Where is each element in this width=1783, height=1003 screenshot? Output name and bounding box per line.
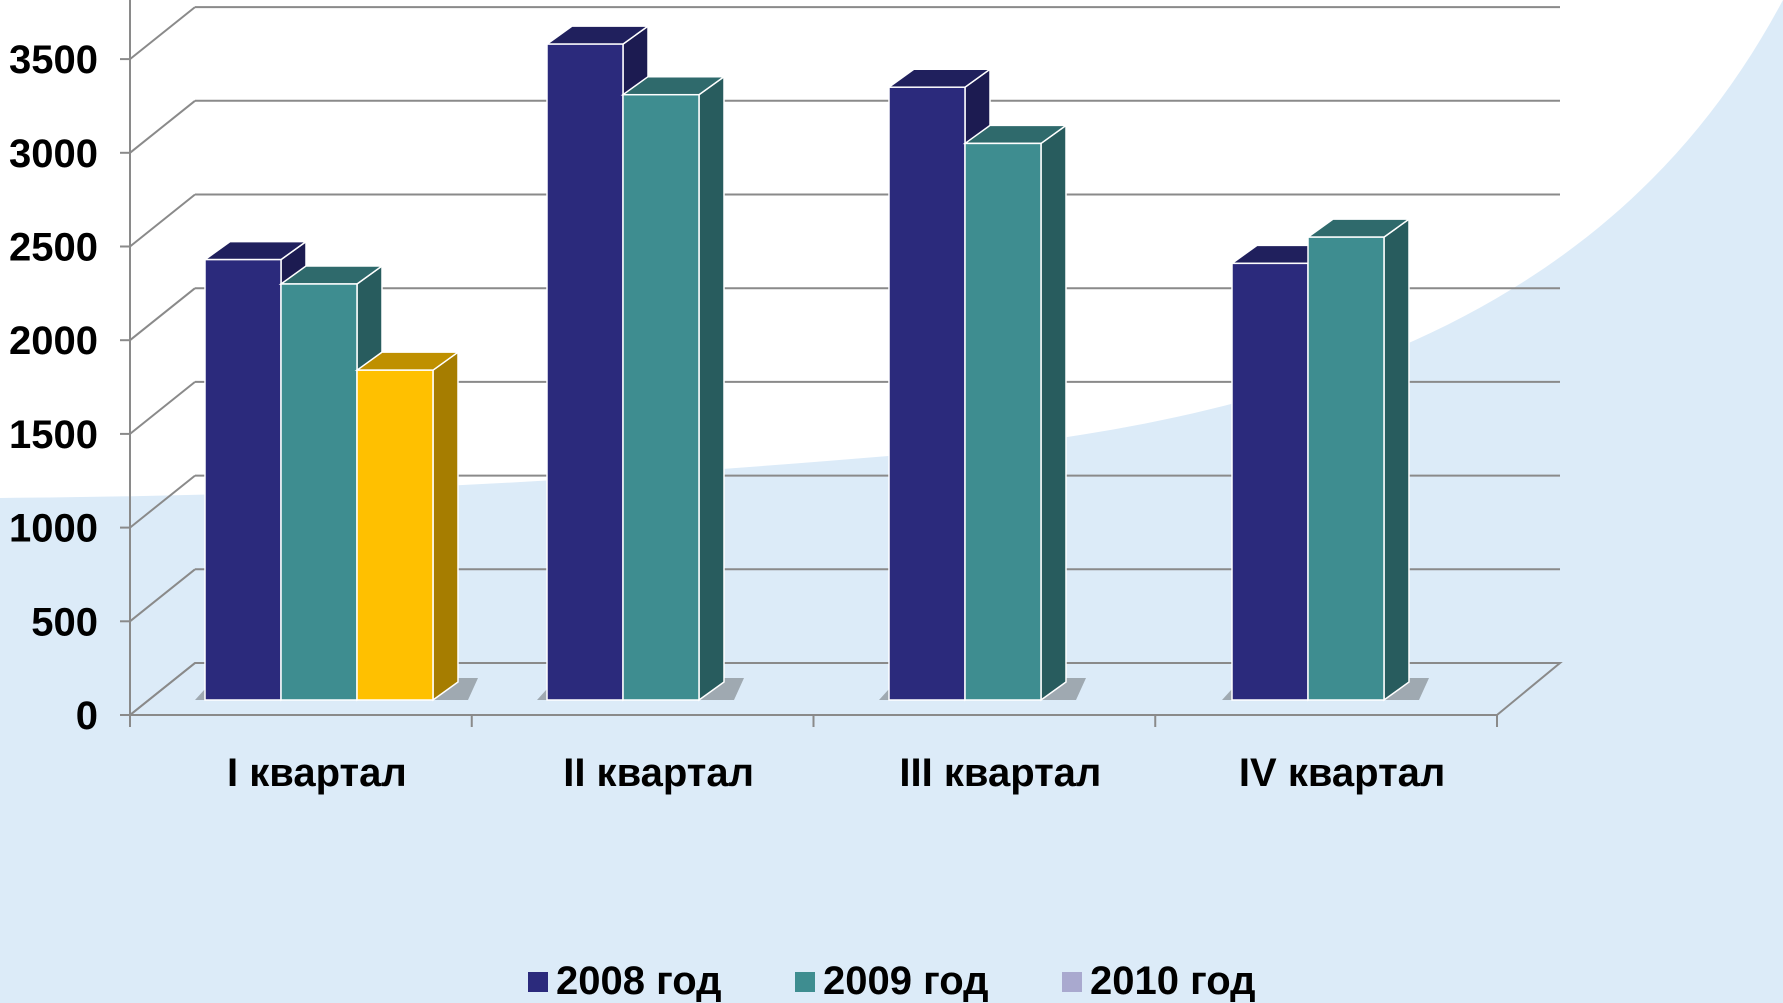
- bar: [964, 142, 1042, 701]
- y-tick-label: 3000: [9, 132, 98, 176]
- bar: [1231, 262, 1309, 701]
- floor-outline: [129, 662, 1563, 716]
- legend-swatch: [528, 972, 548, 992]
- gridline-side: [129, 6, 196, 60]
- gridline-side: [129, 287, 196, 341]
- bar-side: [1383, 217, 1410, 702]
- x-category-label: I квартал: [227, 751, 407, 795]
- y-tick-label: 2000: [9, 319, 98, 363]
- legend-swatch: [795, 972, 815, 992]
- gridline-side: [129, 474, 196, 529]
- y-tick-label: 0: [76, 694, 98, 738]
- gridline-side: [129, 100, 196, 154]
- y-tick-label: 500: [31, 600, 98, 644]
- x-category-label: IV квартал: [1239, 751, 1445, 795]
- legend-swatch: [1062, 972, 1082, 992]
- bar: [546, 43, 624, 701]
- bar-side: [1040, 123, 1067, 702]
- y-tick-labels: 0 500 1000 1500 2000 2500 3000 3500: [9, 38, 98, 738]
- x-category-label: II квартал: [563, 751, 754, 795]
- bar: [888, 86, 966, 701]
- gridline-side: [129, 193, 196, 248]
- legend-label: 2009 год: [823, 959, 989, 1003]
- legend-label: 2010 год: [1090, 959, 1256, 1003]
- gridline-side: [129, 381, 196, 435]
- y-tick-label: 3500: [9, 38, 98, 82]
- y-tick-label: 1500: [9, 413, 98, 457]
- legend-label: 2008 год: [556, 959, 722, 1003]
- x-category-labels: I квартал II квартал III квартал IV квартал: [227, 751, 1445, 795]
- gridline-side: [129, 568, 196, 623]
- bar: [204, 258, 282, 701]
- x-category-label: III квартал: [899, 751, 1101, 795]
- y-tick-label: 1000: [9, 507, 98, 551]
- y-tick-label: 2500: [9, 226, 98, 270]
- bar-side: [698, 75, 725, 702]
- legend: 2008 год 2009 год 2010 год: [528, 959, 1256, 1003]
- axes: [120, 0, 1563, 727]
- bar: [280, 283, 358, 701]
- bar: [1307, 236, 1385, 701]
- bars: [195, 24, 1429, 702]
- bar: [622, 93, 700, 701]
- bar-side: [432, 350, 459, 702]
- bar: [356, 369, 434, 701]
